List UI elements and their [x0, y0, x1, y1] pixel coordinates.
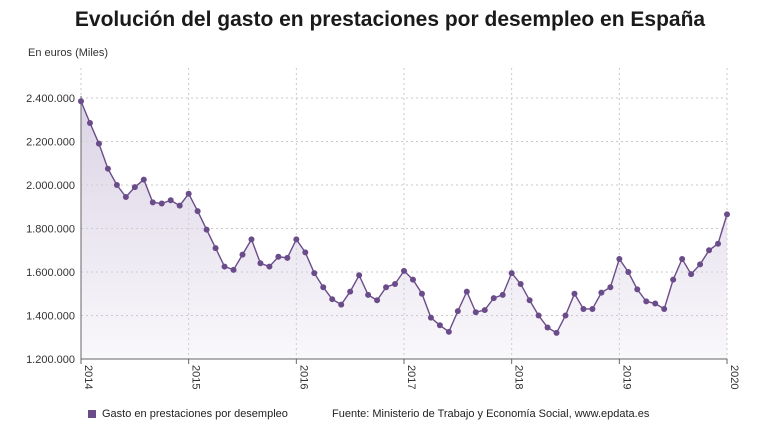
- data-point: [122, 193, 129, 200]
- data-point: [580, 305, 587, 312]
- data-point: [517, 280, 524, 287]
- data-point: [418, 290, 425, 297]
- data-point: [365, 291, 372, 298]
- data-point: [302, 249, 309, 256]
- data-point: [266, 263, 273, 270]
- data-point: [562, 312, 569, 319]
- data-point: [490, 295, 497, 302]
- data-point: [383, 284, 390, 291]
- y-axis-unit-label: En euros (Miles): [28, 47, 109, 59]
- data-point: [257, 260, 264, 267]
- x-tick-label: 2017: [405, 365, 417, 389]
- data-point: [598, 289, 605, 296]
- legend: Gasto en prestaciones por desempleo: [88, 408, 288, 420]
- data-point: [104, 165, 111, 172]
- data-point: [589, 305, 596, 312]
- data-point: [284, 254, 291, 261]
- source-note: Fuente: Ministerio de Trabajo y Economía…: [332, 408, 650, 420]
- data-point: [481, 307, 488, 314]
- data-point: [427, 314, 434, 321]
- data-point: [194, 208, 201, 215]
- y-tick-label: 1.400.000: [26, 311, 75, 323]
- data-point: [149, 199, 156, 206]
- data-point: [697, 261, 704, 268]
- data-point: [679, 255, 686, 262]
- data-point: [472, 309, 479, 316]
- data-point: [131, 184, 138, 191]
- x-tick-label: 2016: [297, 365, 309, 389]
- data-point: [176, 202, 183, 209]
- data-point: [625, 269, 632, 275]
- data-point: [374, 297, 381, 304]
- y-tick-label: 2.200.000: [26, 137, 75, 149]
- data-point: [535, 312, 542, 319]
- data-point: [445, 328, 452, 335]
- x-tick-label: 2018: [513, 365, 525, 389]
- data-point: [607, 284, 614, 291]
- data-point: [212, 245, 219, 252]
- data-point: [526, 297, 533, 304]
- data-point: [239, 251, 246, 258]
- data-point: [454, 308, 461, 315]
- data-point: [311, 270, 318, 277]
- data-point: [203, 226, 210, 233]
- data-point: [634, 286, 641, 293]
- series-area: [81, 101, 727, 359]
- y-tick-label: 1.600.000: [26, 267, 75, 279]
- data-point: [508, 270, 515, 277]
- data-point: [724, 211, 730, 218]
- data-point: [544, 324, 551, 331]
- data-point: [463, 288, 470, 295]
- x-tick-label: 2015: [190, 365, 202, 389]
- data-point: [293, 236, 300, 243]
- data-point: [436, 322, 443, 329]
- data-point: [652, 300, 659, 307]
- data-point: [706, 247, 713, 254]
- data-point: [95, 140, 102, 147]
- chart-title: Evolución del gasto en prestaciones por …: [74, 8, 706, 31]
- y-tick-label: 2.000.000: [26, 180, 75, 192]
- data-point: [248, 236, 255, 243]
- data-point: [221, 263, 228, 270]
- y-tick-label: 1.200.000: [26, 354, 75, 366]
- data-point: [167, 197, 174, 204]
- data-point: [320, 284, 327, 291]
- data-point: [158, 200, 165, 207]
- data-point: [78, 98, 84, 105]
- data-point: [329, 296, 336, 303]
- data-point: [661, 305, 668, 312]
- data-point: [356, 272, 363, 279]
- data-point: [347, 288, 354, 295]
- data-point: [553, 329, 560, 336]
- data-point: [616, 255, 623, 262]
- legend-swatch: [88, 410, 96, 418]
- data-point: [392, 280, 399, 287]
- data-point: [275, 253, 282, 260]
- data-point: [401, 267, 407, 274]
- x-tick-label: 2014: [82, 365, 94, 389]
- data-point: [409, 276, 416, 283]
- y-tick-label: 1.800.000: [26, 224, 75, 236]
- data-point: [715, 240, 722, 247]
- data-point: [643, 298, 650, 305]
- data-point: [113, 182, 120, 188]
- data-point: [571, 290, 578, 297]
- data-point: [688, 271, 695, 278]
- data-point: [670, 276, 677, 283]
- data-point: [499, 291, 506, 298]
- x-tick-label: 2020: [728, 365, 740, 389]
- data-point: [140, 176, 147, 183]
- data-point: [86, 120, 93, 127]
- data-point: [230, 266, 237, 273]
- x-tick-label: 2019: [620, 365, 632, 389]
- legend-label: Gasto en prestaciones por desempleo: [102, 408, 288, 420]
- data-point: [338, 301, 345, 308]
- y-tick-label: 2.400.000: [26, 93, 75, 105]
- data-point: [185, 190, 192, 197]
